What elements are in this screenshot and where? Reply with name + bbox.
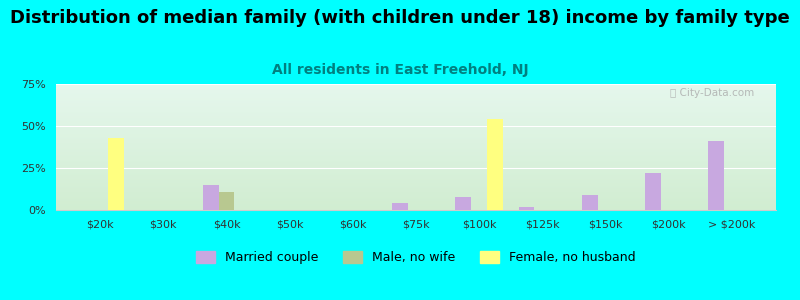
Bar <box>203 185 218 210</box>
Bar <box>645 173 661 210</box>
Text: All residents in East Freehold, NJ: All residents in East Freehold, NJ <box>272 63 528 77</box>
Bar <box>218 191 234 210</box>
Bar <box>455 196 471 210</box>
Bar <box>392 203 408 210</box>
Bar <box>108 138 124 210</box>
Bar <box>582 195 598 210</box>
Text: Distribution of median family (with children under 18) income by family type: Distribution of median family (with chil… <box>10 9 790 27</box>
Bar <box>708 141 724 210</box>
Bar <box>487 119 503 210</box>
Legend: Married couple, Male, no wife, Female, no husband: Married couple, Male, no wife, Female, n… <box>191 246 641 269</box>
Text: ⓘ City-Data.com: ⓘ City-Data.com <box>670 88 754 98</box>
Bar <box>518 207 534 210</box>
